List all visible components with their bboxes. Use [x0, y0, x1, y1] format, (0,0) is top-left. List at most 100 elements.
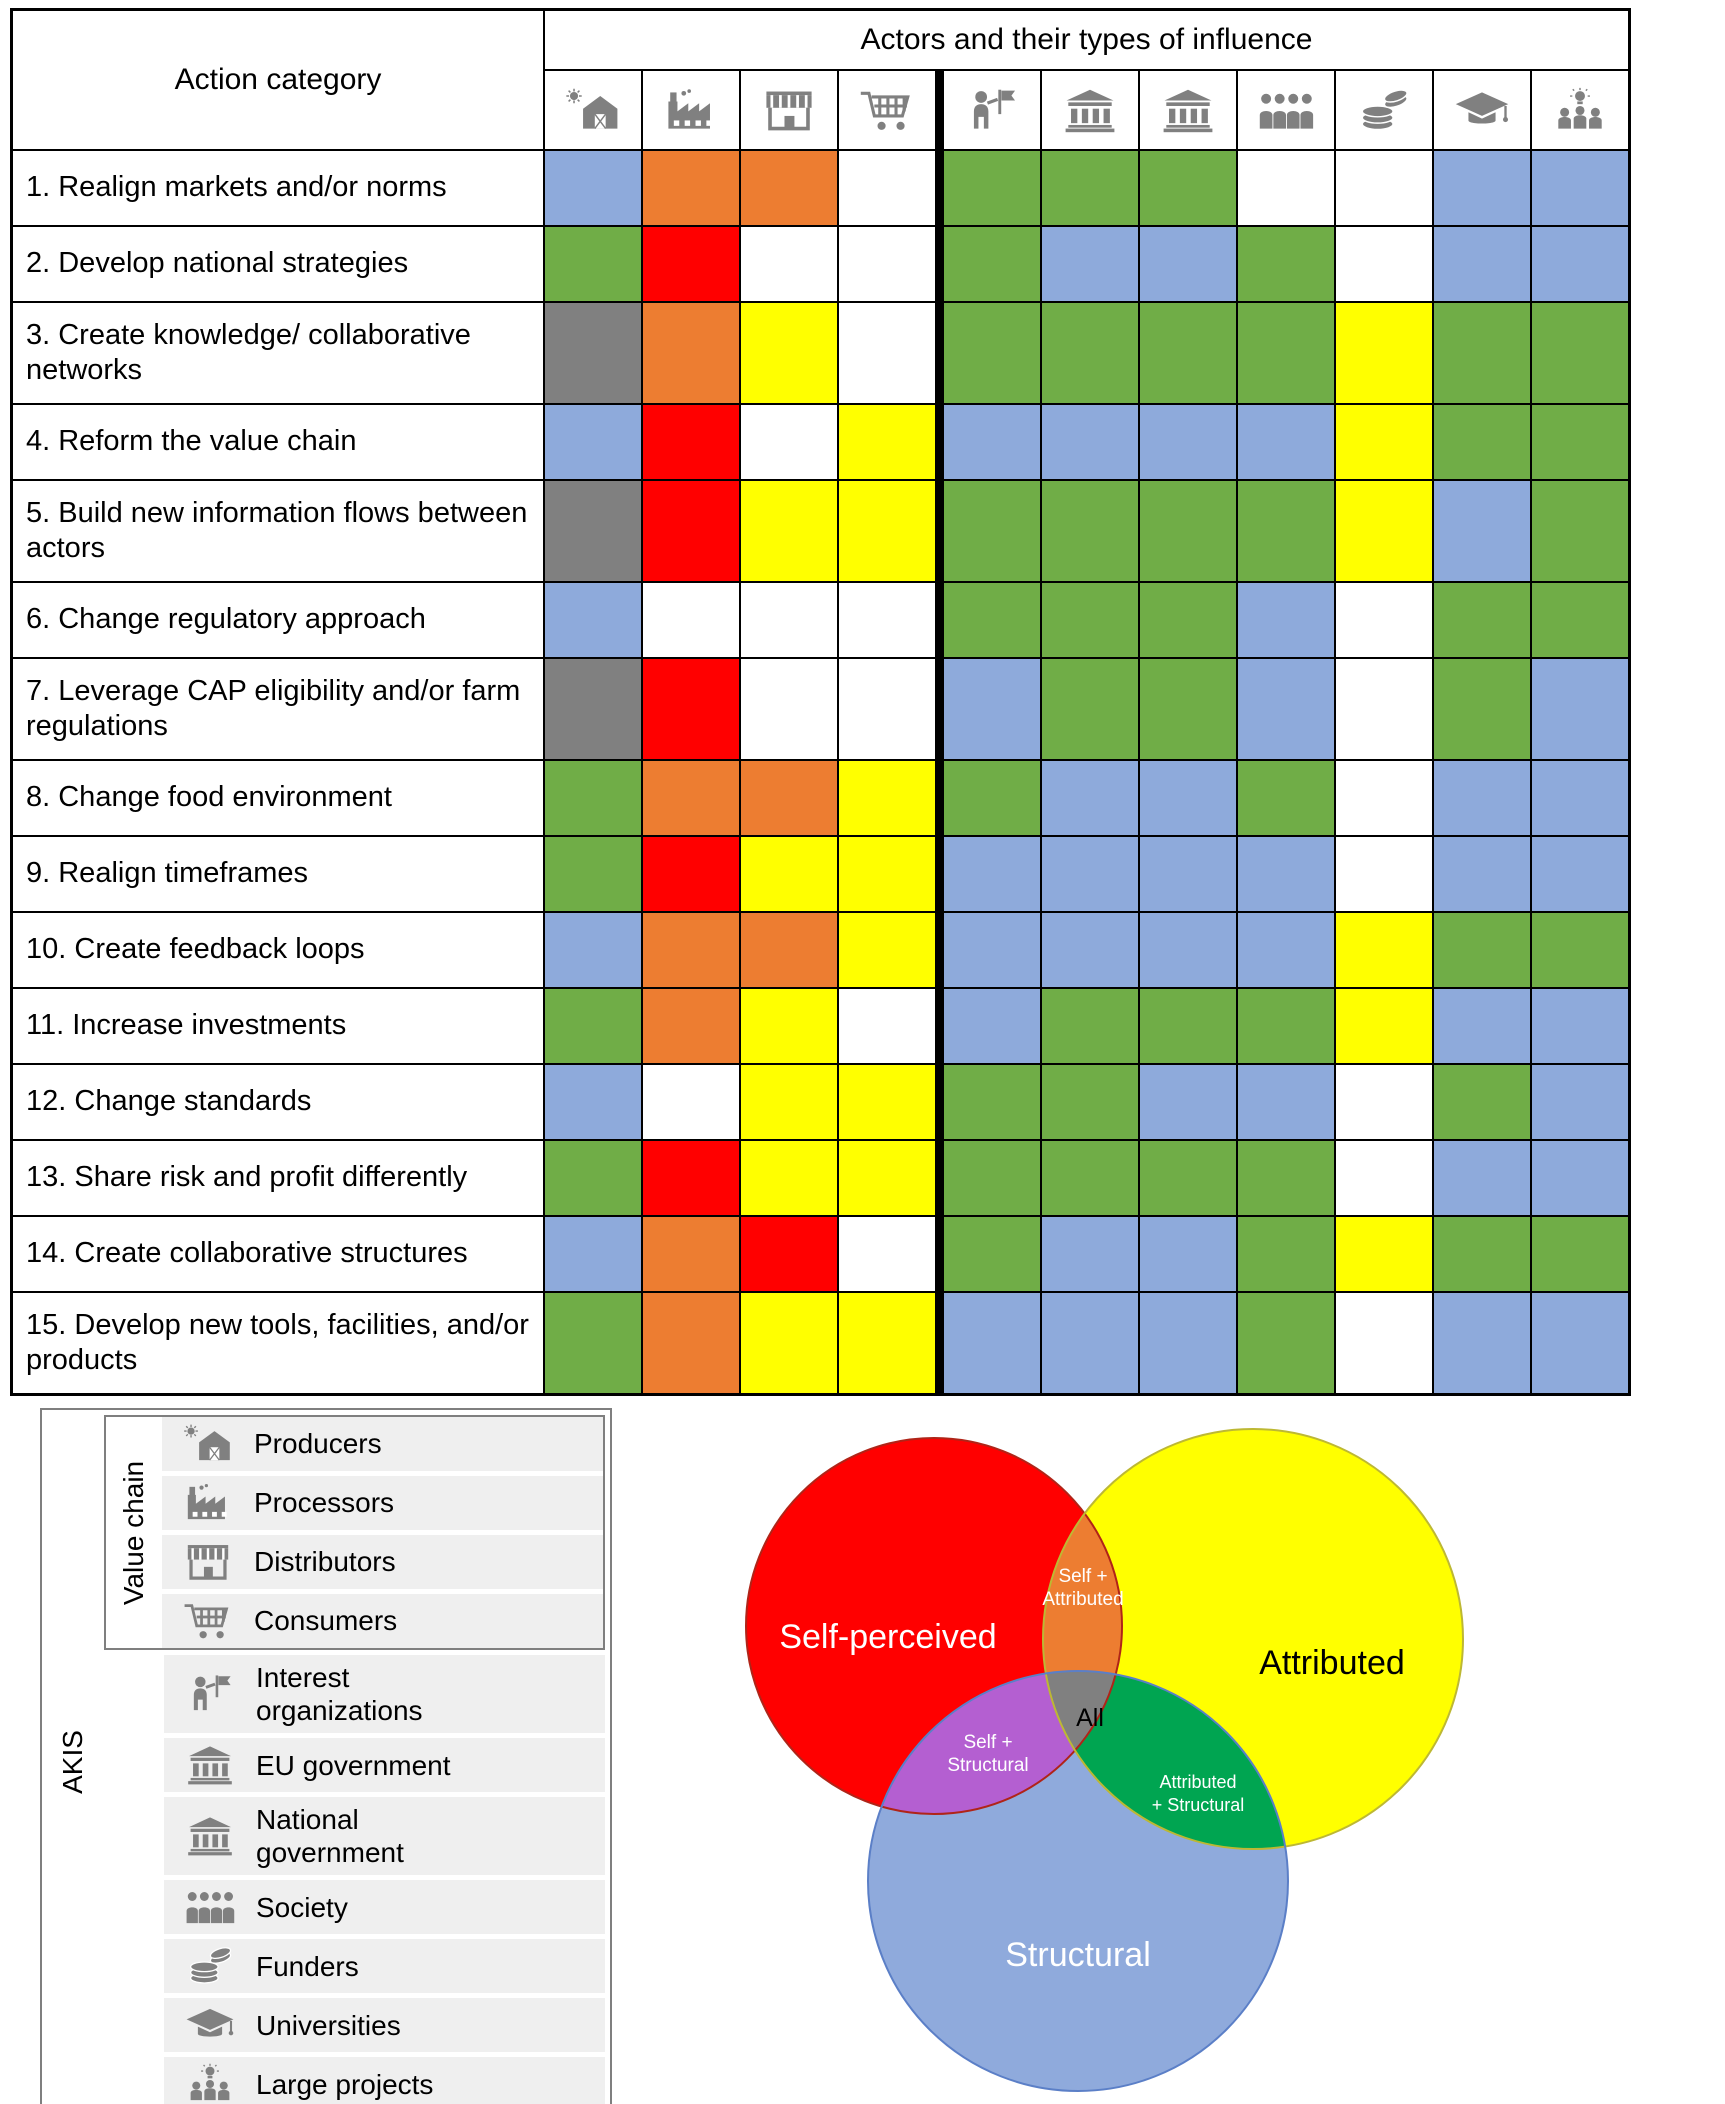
legend-icon-box	[162, 1423, 254, 1465]
matrix-cell	[1238, 227, 1334, 301]
matrix-cell	[1434, 913, 1530, 987]
matrix-cell	[1238, 405, 1334, 479]
legend-row: Processors	[162, 1476, 603, 1530]
value-chain-akis-divider	[937, 151, 942, 225]
matrix-cell	[643, 659, 739, 759]
legend-item-label: Funders	[256, 1950, 359, 1982]
matrix-cell	[545, 303, 641, 403]
matrix-cell	[1336, 303, 1432, 403]
venn-overlap-self-structural	[868, 1671, 1122, 1814]
matrix-cell	[545, 481, 641, 581]
matrix-cell	[545, 989, 641, 1063]
storefront-icon	[182, 1541, 234, 1583]
matrix-cell	[839, 1065, 935, 1139]
matrix-cell	[944, 303, 1040, 403]
venn-label-self-attributed: Self + Attributed	[1042, 1566, 1123, 1610]
legend-item-label: Universities	[256, 2009, 401, 2041]
matrix-cell	[839, 405, 935, 479]
matrix-cell	[545, 151, 641, 225]
legend-content: Value chain Producers Processors Distribut…	[104, 1410, 610, 2104]
matrix-cell	[1140, 303, 1236, 403]
matrix-cell	[1042, 405, 1138, 479]
value-chain-rows: Producers Processors Distributors Consumers	[162, 1417, 603, 1648]
government-building-icon	[184, 1744, 236, 1786]
matrix-cell	[1532, 583, 1628, 657]
influence-matrix: Action category Actors and their types of…	[10, 8, 1631, 1396]
shopping-cart-icon	[858, 87, 916, 134]
legend-item-label: Processors	[254, 1487, 395, 1519]
matrix-cell	[1336, 659, 1432, 759]
matrix-cell	[1140, 481, 1236, 581]
matrix-cell	[1042, 1065, 1138, 1139]
matrix-cell	[944, 1293, 1040, 1393]
matrix-cell	[1336, 405, 1432, 479]
matrix-cell	[741, 837, 837, 911]
legend-row: National government	[164, 1797, 605, 1876]
matrix-cell	[741, 989, 837, 1063]
value-chain-akis-divider	[937, 405, 942, 479]
value-chain-akis-divider	[937, 227, 942, 301]
graduation-cap-icon	[1453, 87, 1511, 134]
matrix-cell	[1434, 227, 1530, 301]
action-category-header: Action category	[13, 11, 543, 149]
matrix-cell	[1336, 1293, 1432, 1393]
matrix-cell	[839, 227, 935, 301]
matrix-cell	[545, 1217, 641, 1291]
legend-icon-box	[164, 2063, 256, 2104]
government-building-icon	[184, 1815, 236, 1857]
venn-outline-structural	[867, 1670, 1289, 2092]
legend-row: Distributors	[162, 1535, 603, 1589]
matrix-cell	[741, 761, 837, 835]
matrix-cell	[1532, 1217, 1628, 1291]
matrix-cell	[839, 837, 935, 911]
matrix-cell	[1042, 303, 1138, 403]
action-category-label: 3. Create knowledge/ collaborative netwo…	[13, 303, 543, 403]
legend-icon-box	[164, 1945, 256, 1987]
matrix-cell	[741, 1293, 837, 1393]
advocate-flag-icon	[184, 1673, 236, 1715]
matrix-cell	[741, 1065, 837, 1139]
legend-row: Large projects	[164, 2057, 605, 2104]
legend-icon-box	[164, 1673, 256, 1715]
storefront-icon	[760, 87, 818, 134]
actor-column-header	[839, 71, 935, 149]
government-building-icon	[1159, 87, 1217, 134]
value-chain-akis-divider	[937, 837, 942, 911]
matrix-cell	[839, 481, 935, 581]
value-chain-group-label: Value chain	[118, 1460, 150, 1605]
action-category-label: 11. Increase investments	[13, 989, 543, 1063]
actor-column-header	[1336, 71, 1432, 149]
matrix-cell	[545, 761, 641, 835]
matrix-cell	[944, 989, 1040, 1063]
actors-title: Actors and their types of influence	[545, 11, 1628, 69]
matrix-cell	[1434, 303, 1530, 403]
matrix-cell	[643, 1141, 739, 1215]
matrix-cell	[944, 227, 1040, 301]
matrix-cell	[741, 405, 837, 479]
matrix-cell	[944, 1141, 1040, 1215]
matrix-cell	[1532, 913, 1628, 987]
matrix-cell	[1434, 1141, 1530, 1215]
matrix-cell	[741, 583, 837, 657]
action-category-label: 1. Realign markets and/or norms	[13, 151, 543, 225]
action-category-label: 13. Share risk and profit differently	[13, 1141, 543, 1215]
matrix-cell	[1238, 481, 1334, 581]
matrix-cell	[643, 837, 739, 911]
value-chain-group: Value chain Producers Processors Distribut…	[104, 1415, 605, 1650]
matrix-cell	[944, 913, 1040, 987]
matrix-cell	[944, 1065, 1040, 1139]
matrix-cell	[1140, 151, 1236, 225]
actor-column-header	[1434, 71, 1530, 149]
matrix-cell	[545, 913, 641, 987]
factory-icon	[182, 1482, 234, 1524]
matrix-cell	[545, 659, 641, 759]
matrix-cell	[944, 659, 1040, 759]
factory-icon	[662, 87, 720, 134]
matrix-cell	[1238, 837, 1334, 911]
matrix-cell	[741, 913, 837, 987]
legend-icon-box	[162, 1541, 254, 1583]
matrix-cell	[1042, 583, 1138, 657]
matrix-cell	[839, 303, 935, 403]
matrix-cell	[839, 1293, 935, 1393]
